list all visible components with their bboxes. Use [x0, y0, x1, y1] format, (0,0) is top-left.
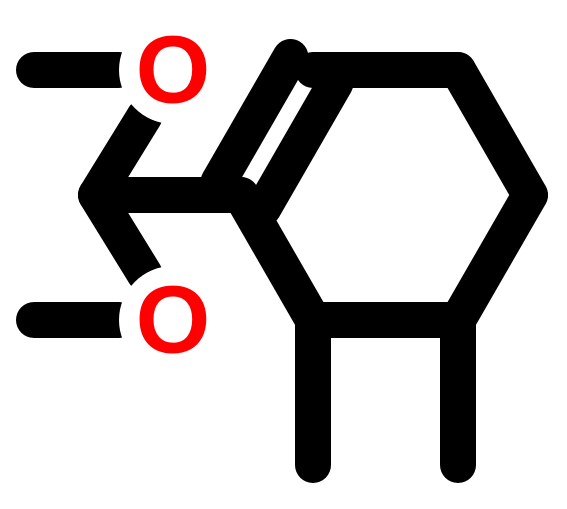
atom-label: O: [136, 17, 211, 124]
bond: [458, 195, 530, 320]
atom-label: O: [136, 267, 211, 374]
molecule-canvas: OO: [0, 0, 567, 509]
bond: [458, 70, 530, 195]
